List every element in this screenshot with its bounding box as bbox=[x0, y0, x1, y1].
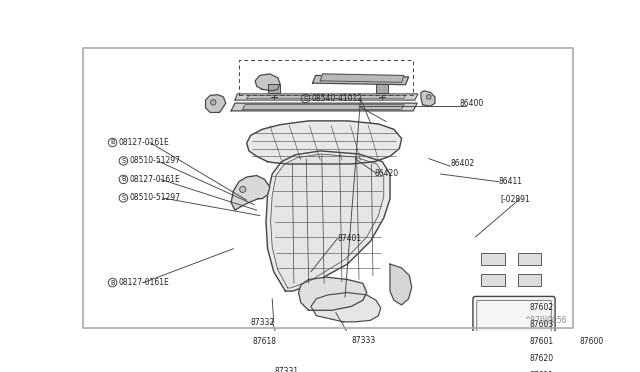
Polygon shape bbox=[320, 74, 404, 82]
Polygon shape bbox=[312, 76, 408, 85]
Text: 87332: 87332 bbox=[250, 318, 275, 327]
FancyBboxPatch shape bbox=[473, 296, 555, 356]
Bar bbox=[481, 274, 505, 286]
Text: 87333: 87333 bbox=[351, 336, 376, 345]
Circle shape bbox=[239, 186, 246, 192]
Text: 87601: 87601 bbox=[529, 337, 554, 346]
Polygon shape bbox=[231, 176, 270, 210]
Text: 87602: 87602 bbox=[529, 303, 554, 312]
Text: ^870J0056: ^870J0056 bbox=[524, 316, 566, 325]
Text: 87618: 87618 bbox=[252, 337, 276, 346]
Circle shape bbox=[426, 95, 431, 99]
Polygon shape bbox=[311, 293, 381, 322]
Text: 87600: 87600 bbox=[580, 337, 604, 346]
Bar bbox=[376, 84, 388, 93]
Text: 87603: 87603 bbox=[529, 320, 554, 328]
Text: 87401: 87401 bbox=[337, 234, 362, 243]
Bar bbox=[481, 253, 505, 265]
Text: 87620: 87620 bbox=[529, 354, 554, 363]
Text: 08510-51297: 08510-51297 bbox=[129, 156, 180, 166]
Polygon shape bbox=[421, 91, 435, 106]
Text: 08127-0161E: 08127-0161E bbox=[119, 138, 170, 147]
Text: B: B bbox=[110, 140, 115, 145]
Text: 87611: 87611 bbox=[529, 371, 554, 372]
Text: S: S bbox=[303, 96, 308, 102]
Polygon shape bbox=[205, 95, 226, 112]
Text: 86420: 86420 bbox=[374, 170, 399, 179]
Text: 87331: 87331 bbox=[275, 368, 299, 372]
Text: S: S bbox=[122, 158, 125, 164]
Polygon shape bbox=[255, 74, 280, 91]
Polygon shape bbox=[243, 105, 404, 109]
Polygon shape bbox=[266, 151, 390, 291]
Text: 86402: 86402 bbox=[451, 159, 475, 168]
Text: 86411: 86411 bbox=[499, 177, 522, 186]
Bar bbox=[518, 253, 541, 265]
Bar bbox=[268, 84, 280, 93]
Polygon shape bbox=[246, 96, 406, 99]
Polygon shape bbox=[298, 277, 367, 310]
Polygon shape bbox=[271, 154, 384, 288]
Text: 08510-51297: 08510-51297 bbox=[129, 193, 180, 202]
Text: 08127-0161E: 08127-0161E bbox=[119, 278, 170, 287]
Text: 08127-0161E: 08127-0161E bbox=[129, 175, 180, 184]
Circle shape bbox=[211, 100, 216, 105]
Text: 08540-41012: 08540-41012 bbox=[312, 94, 363, 103]
Polygon shape bbox=[390, 264, 412, 305]
Text: 86400: 86400 bbox=[460, 99, 484, 108]
Polygon shape bbox=[246, 121, 402, 164]
Polygon shape bbox=[235, 94, 418, 100]
Text: [-02891: [-02891 bbox=[500, 194, 530, 203]
Text: B: B bbox=[121, 176, 125, 182]
Polygon shape bbox=[231, 103, 417, 111]
Bar bbox=[518, 274, 541, 286]
Text: B: B bbox=[110, 280, 115, 286]
Text: S: S bbox=[122, 195, 125, 201]
